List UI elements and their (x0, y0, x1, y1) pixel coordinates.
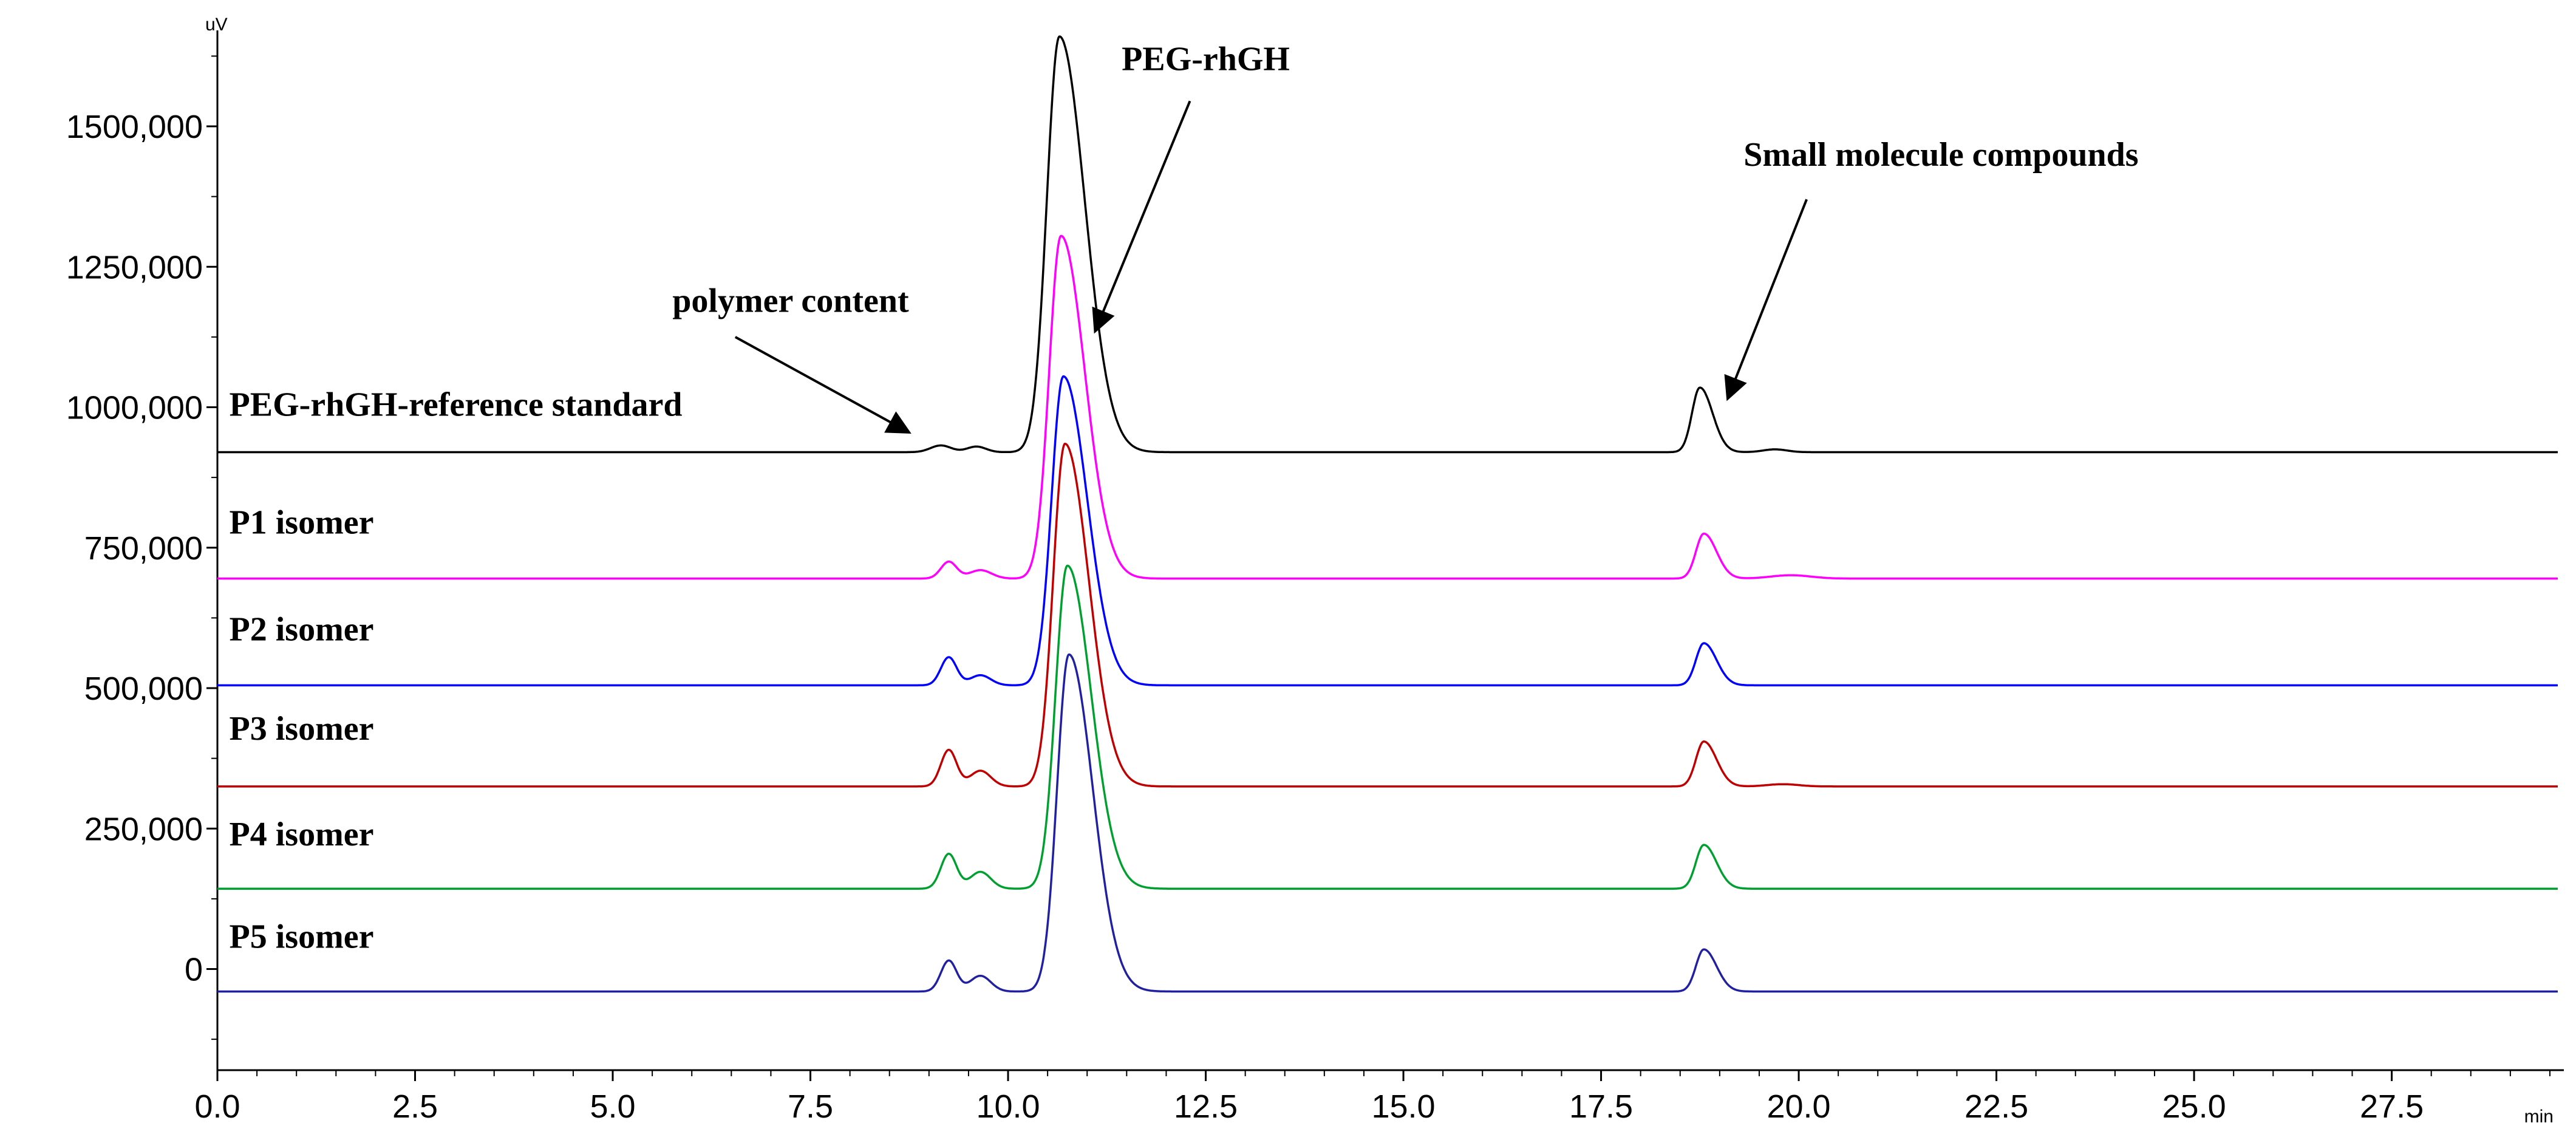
y-tick-label: 0 (185, 952, 203, 988)
x-tick-label: 0.0 (194, 1088, 240, 1125)
annotation-label: Small molecule compounds (1743, 136, 2138, 174)
y-tick-label: 1250,000 (66, 249, 203, 285)
annotation-label: polymer content (672, 282, 909, 319)
x-tick-label: 22.5 (1964, 1088, 2028, 1125)
trace-line (217, 442, 2558, 788)
trace-label: P4 isomer (230, 816, 374, 853)
trace-labels: PEG-rhGH-reference standard P1 isomer P2 i… (230, 386, 683, 955)
x-tick-label: 25.0 (2162, 1088, 2226, 1125)
x-tick-label: 15.0 (1371, 1088, 1435, 1125)
y-tick-label: 500,000 (84, 671, 203, 707)
x-tick-label: 12.5 (1174, 1088, 1238, 1125)
trace-label: P5 isomer (230, 918, 374, 955)
annotation-arrow (1724, 199, 1808, 401)
y-tick-label: 1000,000 (66, 390, 203, 426)
trace-label: P2 isomer (230, 610, 374, 648)
trace-line (217, 35, 2558, 454)
trace-line (217, 564, 2558, 890)
annotation-arrow (734, 336, 911, 434)
trace-label: PEG-rhGH-reference standard (230, 386, 683, 423)
trace-line (217, 653, 2558, 993)
y-unit-label: uV (205, 15, 228, 35)
y-tick-label: 1500,000 (66, 109, 203, 145)
annotations: polymer content PEG-rhGH Small molecule co… (672, 41, 2139, 434)
trace-label: P1 isomer (230, 504, 374, 542)
trace-label: P3 isomer (230, 710, 374, 748)
y-tick-label: 250,000 (84, 811, 203, 847)
x-tick-label: 10.0 (976, 1088, 1040, 1125)
axes: uV min 0.0 2.5 5.0 7.5 10.0 12.5 15.0 17.5 20.0 2… (66, 15, 2564, 1127)
traces (217, 35, 2558, 993)
trace-line (217, 234, 2558, 580)
annotation-arrow (1092, 100, 1191, 334)
trace-line (217, 375, 2558, 687)
x-unit-label: min (2524, 1107, 2554, 1127)
x-tick-label: 2.5 (392, 1088, 438, 1125)
x-tick-label: 7.5 (788, 1088, 833, 1125)
y-tick-label: 750,000 (84, 530, 203, 567)
annotation-label: PEG-rhGH (1122, 41, 1290, 78)
x-tick-label: 20.0 (1767, 1088, 1830, 1125)
x-tick-label: 17.5 (1569, 1088, 1633, 1125)
x-tick-label: 27.5 (2360, 1088, 2424, 1125)
x-tick-label: 5.0 (590, 1088, 635, 1125)
